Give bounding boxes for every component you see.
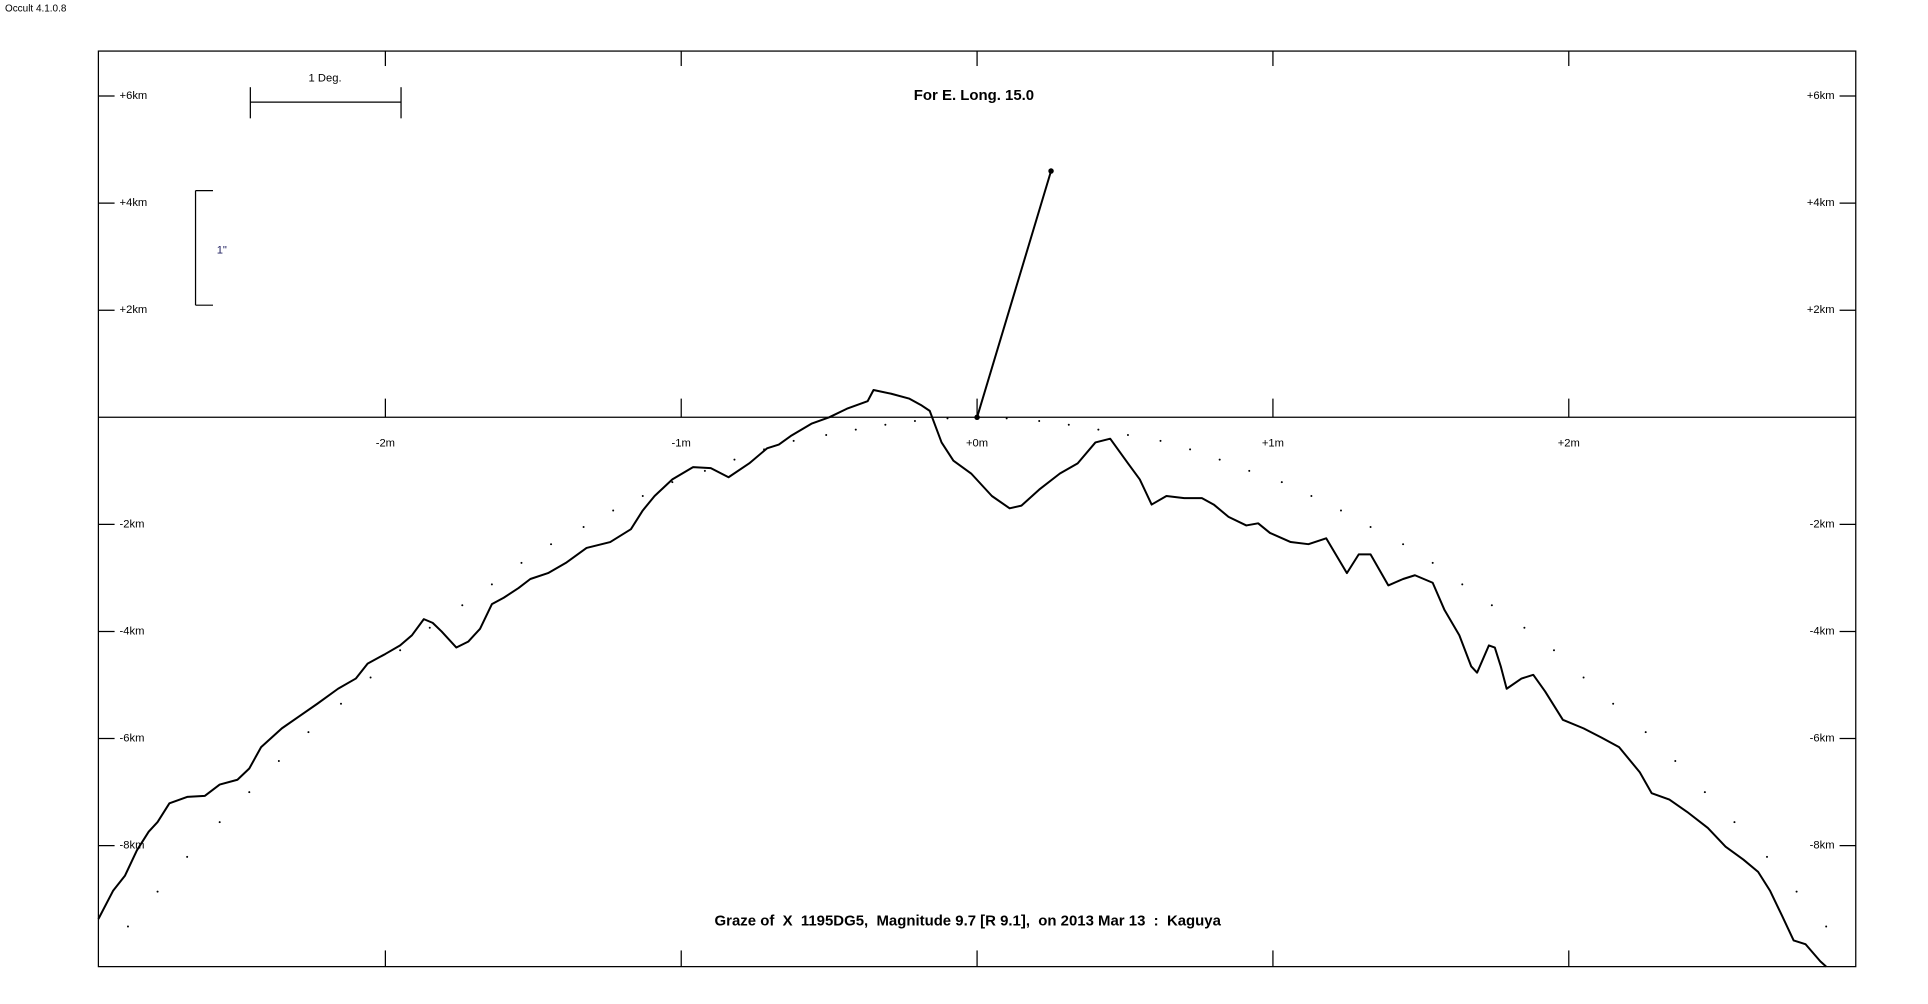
limb-dot — [1431, 561, 1434, 564]
y-tick-label-left: +6km — [120, 90, 148, 102]
y-tick-label-right: +6km — [1807, 90, 1835, 102]
y-tick-label-right: +4km — [1807, 197, 1835, 209]
limb-dot — [1339, 509, 1342, 512]
limb-dot — [1159, 439, 1162, 442]
limb-dot — [1552, 649, 1555, 652]
y-tick-label-left: +2km — [120, 304, 148, 316]
limb-profile — [97, 388, 1827, 968]
pointer-end — [974, 414, 980, 421]
limb-dot — [1126, 433, 1129, 436]
limb-dot — [1097, 428, 1100, 431]
limb-dot — [339, 702, 342, 705]
limb-dot — [1644, 731, 1647, 734]
y-tick-label-left: -6km — [120, 733, 145, 745]
limb-dot — [1461, 583, 1464, 586]
y-tick-label-right: -8km — [1810, 840, 1835, 852]
y-tick-label-right: +2km — [1807, 304, 1835, 316]
y-tick-label-right: -6km — [1810, 733, 1835, 745]
limb-dot — [703, 469, 706, 472]
limb-dot — [126, 925, 129, 928]
limb-dot — [186, 855, 189, 858]
limb-dot — [369, 676, 372, 679]
limb-dot — [946, 417, 949, 420]
limb-dot — [490, 583, 493, 586]
degree-scale-label: 1 Deg. — [309, 72, 342, 84]
limb-dot — [1523, 626, 1526, 629]
limb-dot — [1248, 469, 1251, 472]
limb-dot — [825, 433, 828, 436]
limb-dot — [248, 791, 251, 794]
limb-dot — [913, 420, 916, 423]
limb-dot — [1369, 526, 1372, 529]
limb-dot — [1218, 458, 1221, 461]
version-label: Occult 4.1.0.8 — [5, 3, 67, 14]
x-tick-label: -2m — [376, 437, 395, 449]
limb-dot — [399, 649, 402, 652]
x-tick-label: +0m — [966, 437, 988, 449]
limb-dot — [218, 821, 221, 824]
limb-dot — [461, 604, 464, 607]
y-tick-label-left: -2km — [120, 518, 145, 530]
limb-dot — [671, 481, 674, 484]
x-tick-label: -1m — [672, 437, 691, 449]
limb-dot — [1795, 890, 1798, 893]
limb-dot — [277, 760, 280, 763]
limb-dot — [884, 423, 887, 426]
y-tick-label-left: -4km — [120, 625, 145, 637]
y-tick-label-right: -2km — [1810, 518, 1835, 530]
limb-dot — [550, 543, 553, 546]
limb-dot — [763, 448, 766, 451]
limb-dot — [641, 495, 644, 497]
chart-subtitle: For E. Long. 15.0 — [914, 87, 1034, 104]
limb-dot — [1310, 495, 1313, 497]
limb-dot — [428, 626, 431, 629]
chart-title: Graze of X 1195DG5, Magnitude 9.7 [R 9.1… — [715, 913, 1222, 930]
limb-dot — [733, 458, 736, 461]
x-tick-label: +1m — [1262, 437, 1284, 449]
arcsec-scale-bar — [194, 189, 213, 306]
limb-dot — [854, 428, 857, 431]
limb-dot — [1189, 448, 1192, 451]
limb-dot — [156, 890, 159, 893]
limb-dot — [1280, 481, 1283, 484]
pointer-end — [1048, 168, 1054, 174]
limb-dot — [1674, 760, 1677, 763]
limb-dot — [520, 561, 523, 564]
y-tick-label-right: -4km — [1810, 625, 1835, 637]
limb-dot — [1582, 676, 1585, 679]
arcsec-scale-label: 1" — [217, 244, 227, 256]
limb-dot — [1038, 420, 1041, 423]
limb-dot — [1825, 925, 1828, 928]
limb-dot — [582, 526, 585, 529]
limb-dot — [1612, 702, 1615, 705]
limb-dot — [1733, 821, 1736, 824]
limb-dot — [307, 731, 310, 734]
limb-dot — [792, 439, 795, 442]
pointer-line — [976, 170, 1052, 418]
limb-dot — [1703, 791, 1706, 794]
limb-dot — [1067, 423, 1070, 426]
limb-dot — [1490, 604, 1493, 607]
degree-scale-bar — [249, 87, 402, 119]
limb-dot — [1402, 543, 1405, 546]
limb-dot — [612, 509, 615, 512]
x-tick-label: +2m — [1558, 437, 1580, 449]
limb-dot — [1005, 417, 1008, 420]
limb-dot — [1766, 855, 1769, 858]
y-tick-label-left: +4km — [120, 197, 148, 209]
